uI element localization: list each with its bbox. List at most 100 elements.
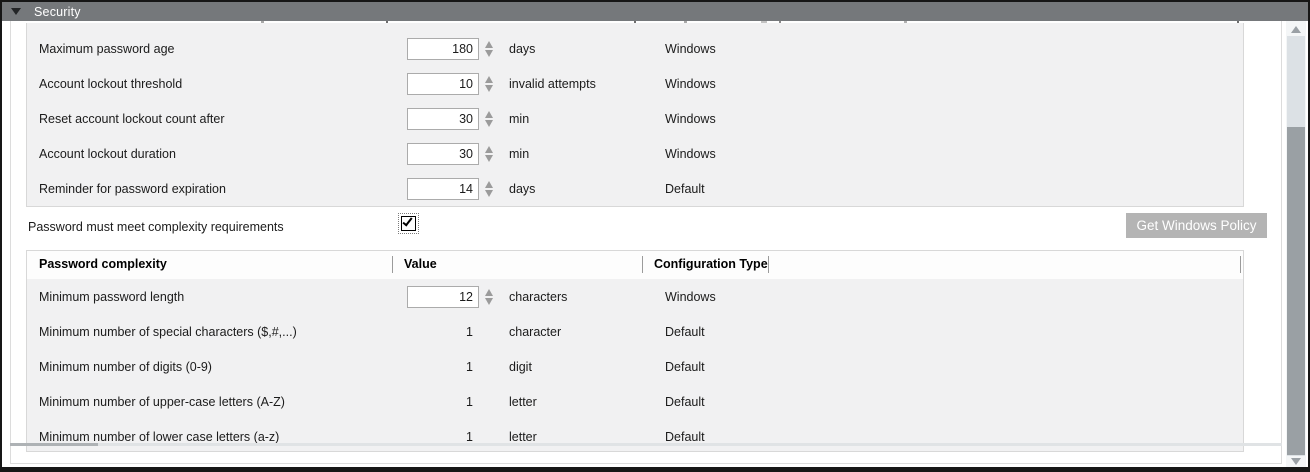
setting-label: Minimum number of upper-case letters (A-… — [39, 394, 285, 409]
setting-label: Minimum number of lower case letters (a-… — [39, 429, 280, 444]
clipped-row-mark — [261, 21, 264, 23]
unit-label: letter — [509, 429, 537, 444]
horizontal-scrollbar-thumb[interactable] — [10, 443, 98, 446]
spinner-down-icon[interactable] — [485, 84, 493, 92]
setting-row: Account lockout threshold invalid attemp… — [27, 66, 1243, 101]
setting-label: Maximum password age — [39, 41, 175, 56]
security-section-header[interactable]: Security — [2, 2, 1308, 21]
vertical-scrollbar[interactable] — [1286, 21, 1306, 468]
get-windows-policy-button[interactable]: Get Windows Policy — [1126, 213, 1267, 238]
clipped-row-mark — [761, 21, 767, 23]
vertical-scrollbar-thumb[interactable] — [1287, 127, 1305, 455]
unit-label: invalid attempts — [509, 76, 596, 91]
column-separator — [768, 256, 769, 273]
configuration-type: Default — [665, 324, 705, 339]
configuration-type: Windows — [665, 41, 716, 56]
spinner-down-icon[interactable] — [485, 119, 493, 127]
spinner — [483, 179, 495, 199]
table-row: Minimum password length characters Windo… — [27, 279, 1243, 314]
unit-label: days — [509, 41, 536, 56]
column-header-config: Configuration Type — [654, 257, 768, 271]
clipped-row-mark — [684, 21, 687, 23]
table-row: Minimum number of lower case letters (a-… — [27, 419, 1243, 454]
setting-row: Maximum password age days Windows — [27, 31, 1243, 66]
complexity-checkbox[interactable] — [398, 213, 419, 234]
horizontal-scrollbar-track[interactable] — [10, 443, 1282, 446]
clipped-row-mark — [904, 21, 907, 23]
password-complexity-table: Password complexity Value Configuration … — [26, 250, 1244, 452]
setting-label: Minimum number of digits (0-9) — [39, 359, 212, 374]
unit-label: characters — [509, 289, 568, 304]
value-text: 1 — [466, 359, 473, 374]
value-text: 1 — [466, 324, 473, 339]
configuration-type: Default — [665, 394, 705, 409]
min-password-length-input[interactable] — [407, 285, 479, 308]
column-separator — [642, 256, 643, 273]
setting-label: Minimum number of special characters ($,… — [39, 324, 297, 339]
unit-label: digit — [509, 359, 532, 374]
scroll-down-icon[interactable] — [1291, 458, 1301, 465]
table-header-row: Password complexity Value Configuration … — [27, 251, 1243, 279]
value-text: 1 — [466, 429, 473, 444]
configuration-type: Windows — [665, 76, 716, 91]
spinner — [483, 109, 495, 129]
spinner-up-icon[interactable] — [485, 145, 493, 153]
spinner-down-icon[interactable] — [485, 297, 493, 305]
unit-label: days — [509, 181, 536, 196]
spinner-up-icon[interactable] — [485, 180, 493, 188]
spinner — [483, 287, 495, 307]
value-text: 1 — [466, 394, 473, 409]
setting-row: Account lockout duration min Windows — [27, 136, 1243, 171]
section-title: Security — [34, 4, 81, 19]
clipped-column-separator — [634, 21, 636, 23]
spinner-down-icon[interactable] — [485, 49, 493, 57]
configuration-type: Windows — [665, 111, 716, 126]
password-expiration-reminder-input[interactable] — [407, 177, 479, 200]
configuration-type: Windows — [665, 289, 716, 304]
setting-label: Reminder for password expiration — [39, 181, 226, 196]
unit-label: min — [509, 146, 530, 161]
clipped-column-separator — [779, 21, 781, 23]
table-row: Minimum number of special characters ($,… — [27, 314, 1243, 349]
setting-label: Account lockout threshold — [39, 76, 183, 91]
spinner — [483, 144, 495, 164]
setting-row: Reset account lockout count after min Wi… — [27, 101, 1243, 136]
spinner-up-icon[interactable] — [485, 110, 493, 118]
configuration-type: Default — [665, 429, 705, 444]
spinner-up-icon[interactable] — [485, 40, 493, 48]
scroll-up-icon[interactable] — [1291, 26, 1301, 33]
unit-label: min — [509, 111, 530, 126]
clipped-column-separator — [1237, 21, 1239, 23]
spinner — [483, 74, 495, 94]
window-bottom-border — [2, 467, 1308, 470]
clipped-column-separator — [386, 21, 388, 23]
column-header-value: Value — [404, 257, 437, 271]
lockout-duration-input[interactable] — [407, 142, 479, 165]
checkmark-icon — [402, 215, 413, 227]
settings-viewport: Maximum password age days Windows Accoun… — [10, 21, 1282, 464]
collapse-triangle-icon[interactable] — [11, 8, 21, 15]
configuration-type: Windows — [665, 146, 716, 161]
configuration-type: Default — [665, 181, 705, 196]
spinner-down-icon[interactable] — [485, 189, 493, 197]
table-row: Minimum number of upper-case letters (A-… — [27, 384, 1243, 419]
setting-label: Account lockout duration — [39, 146, 176, 161]
max-password-age-input[interactable] — [407, 37, 479, 60]
configuration-type: Default — [665, 359, 705, 374]
setting-label: Minimum password length — [39, 289, 185, 304]
column-header-name: Password complexity — [39, 257, 167, 271]
unit-label: character — [509, 324, 562, 339]
column-separator — [1240, 256, 1241, 273]
setting-row: Reminder for password expiration days De… — [27, 171, 1243, 206]
spinner — [483, 39, 495, 59]
unit-label: letter — [509, 394, 537, 409]
password-policy-group: Maximum password age days Windows Accoun… — [26, 23, 1244, 207]
reset-lockout-count-input[interactable] — [407, 107, 479, 130]
setting-label: Reset account lockout count after — [39, 111, 225, 126]
table-body: Minimum password length characters Windo… — [27, 279, 1243, 451]
lockout-threshold-input[interactable] — [407, 72, 479, 95]
spinner-down-icon[interactable] — [485, 154, 493, 162]
spinner-up-icon[interactable] — [485, 288, 493, 296]
spinner-up-icon[interactable] — [485, 75, 493, 83]
